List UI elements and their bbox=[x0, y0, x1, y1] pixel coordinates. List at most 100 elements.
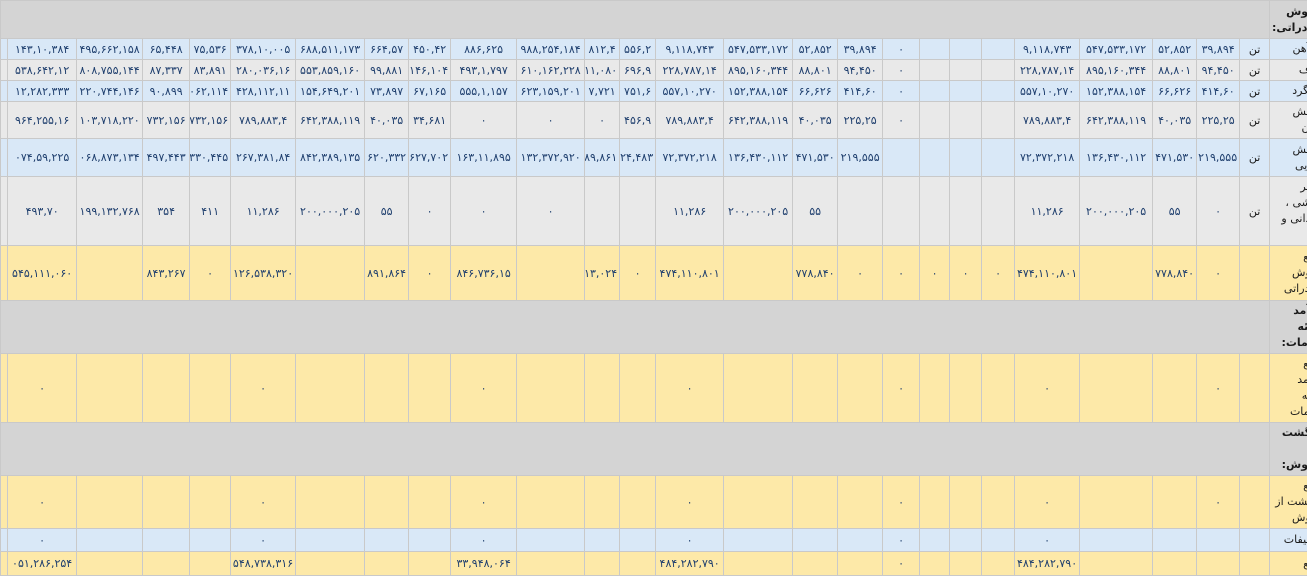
unit-cell: تن bbox=[1240, 177, 1270, 246]
value-cell: ٨٩,٨۶١ bbox=[585, 139, 620, 177]
value-cell: ٧٠,۴٩٣ bbox=[8, 177, 77, 246]
value-cell: ١٠,٣٨۴,١۴٣ bbox=[8, 39, 77, 60]
value-cell: ١٠,٠٠۵,٣٧٨ bbox=[231, 39, 296, 60]
value-cell bbox=[724, 552, 793, 576]
value-cell: ٠ bbox=[1197, 354, 1240, 423]
value-cell: ۶٠,۴١۴ bbox=[1197, 81, 1240, 102]
value-cell: ٠ bbox=[8, 476, 77, 529]
value-cell: ۵۵ bbox=[793, 177, 838, 246]
value-cell bbox=[1197, 552, 1240, 576]
value-cell: ٣٩,٨٩۴ bbox=[838, 39, 883, 60]
value-cell bbox=[920, 177, 950, 246]
value-cell: ٠ bbox=[231, 529, 296, 552]
unit-cell: تن bbox=[1240, 139, 1270, 177]
value-cell: ٠ bbox=[883, 39, 920, 60]
unit-cell bbox=[1240, 354, 1270, 423]
value-cell bbox=[982, 60, 1015, 81]
value-cell: ٠ bbox=[620, 246, 656, 301]
value-cell: ١۴,٢٢٨,٧٨٧ bbox=[1015, 60, 1080, 81]
value-cell bbox=[517, 354, 585, 423]
value-cell bbox=[724, 354, 793, 423]
value-cell: ٠ bbox=[517, 177, 585, 246]
table-row: تیرآهنتن٣٩,٨٩۴۵٢,٨۵٢١٧٢,۵٣٣,۵۴٧٩,١١٨,٧۴٣… bbox=[1, 39, 1307, 60]
value-cell: ۵۵ bbox=[365, 177, 409, 246]
value-cell bbox=[838, 476, 883, 529]
value-cell: ١٠,٢٧٠,۵۵٧ bbox=[656, 81, 724, 102]
value-cell: ٠ bbox=[8, 354, 77, 423]
value-cell bbox=[409, 476, 451, 529]
value-cell bbox=[1, 552, 8, 576]
value-cell bbox=[724, 476, 793, 529]
value-cell: ١١,٢٨۶ bbox=[656, 177, 724, 246]
table-row: جمع فروش صادراتی٠٧٧٨,٨۴٠١١٠,٨٠١,۴٧۴٠٠٠٠٠… bbox=[1, 246, 1307, 301]
value-cell: ٠ bbox=[409, 177, 451, 246]
value-cell: ٠ bbox=[656, 529, 724, 552]
value-cell bbox=[143, 552, 190, 576]
value-cell: ١٢۶,۵٣٨,٣٢٠ bbox=[231, 246, 296, 301]
value-cell bbox=[585, 177, 620, 246]
value-cell: ۵۵۵,٢١٩ bbox=[1197, 139, 1240, 177]
value-cell: ١٨۴,٢۵۴,٩٨٨ bbox=[517, 39, 585, 60]
value-cell: ۴,٧٨٩,٨٨٣ bbox=[231, 102, 296, 139]
value-cell bbox=[1, 354, 8, 423]
value-cell bbox=[950, 476, 982, 529]
value-cell: ٣۴,۶٨١ bbox=[409, 102, 451, 139]
value-cell bbox=[1080, 476, 1153, 529]
value-cell: ١۵٨,۶۶٢,۴٩۵ bbox=[77, 39, 143, 60]
value-cell: ۶۶,۶٢۶ bbox=[793, 81, 838, 102]
value-cell bbox=[1, 60, 8, 81]
value-cell: ١۵۶,٧٣٢ bbox=[190, 102, 231, 139]
unit-cell bbox=[1240, 529, 1270, 552]
value-cell: ٢٨٢,٧٩٠,۴٨۴ bbox=[656, 552, 724, 576]
value-cell bbox=[950, 177, 982, 246]
table-row: جمع برگشت از فروش٠٠٠٠٠٠٠ bbox=[1, 476, 1307, 529]
value-cell bbox=[1, 39, 8, 60]
value-cell bbox=[1080, 552, 1153, 576]
value-cell bbox=[77, 476, 143, 529]
value-cell bbox=[585, 476, 620, 529]
value-cell: ٠ bbox=[1015, 354, 1080, 423]
value-cell bbox=[838, 552, 883, 576]
value-cell bbox=[793, 354, 838, 423]
value-cell: ۴,٨١٢ bbox=[585, 39, 620, 60]
value-cell: ٠ bbox=[883, 60, 920, 81]
value-cell bbox=[920, 552, 950, 576]
value-cell bbox=[1, 81, 8, 102]
section-header-row: درآمد ارائه خدمات: bbox=[1, 301, 1307, 354]
value-cell: ١٣۴,٠۶٨,٨٧٣ bbox=[77, 139, 143, 177]
value-cell: ١٣٢,٣٧٢,٩٢٠ bbox=[517, 139, 585, 177]
value-cell bbox=[920, 39, 950, 60]
value-cell bbox=[585, 354, 620, 423]
row-label: درآمد ارائه خدمات: bbox=[1270, 301, 1307, 354]
value-cell: ۵٩,٢٢۵,٠٧۴ bbox=[8, 139, 77, 177]
value-cell bbox=[1, 177, 8, 246]
value-cell: ۴٠,٠٣۵ bbox=[1153, 102, 1197, 139]
value-cell bbox=[982, 354, 1015, 423]
value-cell bbox=[883, 139, 920, 177]
value-cell bbox=[1, 246, 8, 301]
value-cell bbox=[982, 39, 1015, 60]
value-cell: ٩٩,٨٨١ bbox=[365, 60, 409, 81]
value-cell: ٨٨,٨٠١ bbox=[1153, 60, 1197, 81]
section-filler bbox=[1, 1, 1270, 39]
value-cell bbox=[920, 529, 950, 552]
value-cell bbox=[920, 476, 950, 529]
row-label: جمع برگشت از فروش bbox=[1270, 476, 1307, 529]
value-cell bbox=[950, 354, 982, 423]
value-cell bbox=[190, 552, 231, 576]
value-cell: ١۵۶,٧٣٢ bbox=[143, 102, 190, 139]
value-cell: ١٩٩,١٣٢,٧۶٨ bbox=[77, 177, 143, 246]
value-cell: ٢,۵۵۶ bbox=[620, 39, 656, 60]
value-cell: ۵٢,٨۵٢ bbox=[793, 39, 838, 60]
value-cell bbox=[620, 552, 656, 576]
value-cell: ۴,٧٨٩,٨٨٣ bbox=[1015, 102, 1080, 139]
row-label: سایر (نبشی ، ناودانی و ...) bbox=[1270, 177, 1307, 246]
value-cell bbox=[77, 354, 143, 423]
value-cell: ١۴۴,٧۵۵,٨٠٨ bbox=[77, 60, 143, 81]
value-cell bbox=[950, 102, 982, 139]
value-cell: ٠ bbox=[8, 529, 77, 552]
value-cell: ٠ bbox=[883, 246, 920, 301]
value-cell: ٧٢,٣٧٢,٢١٨ bbox=[656, 139, 724, 177]
section-header-row: برگشت از فروش: bbox=[1, 423, 1307, 476]
value-cell: ٧٧٨,٨۴٠ bbox=[1153, 246, 1197, 301]
